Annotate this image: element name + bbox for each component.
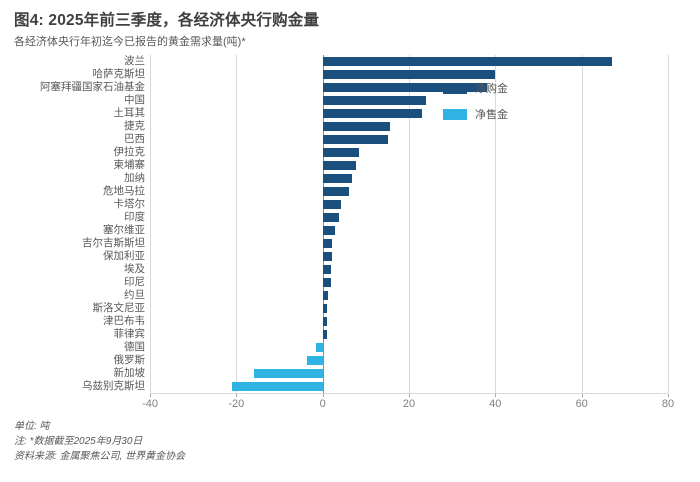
category-label: 柬埔寨 xyxy=(113,159,146,171)
gridline xyxy=(495,55,497,393)
net-purchase-bar xyxy=(322,239,332,248)
category-label: 俄罗斯 xyxy=(113,354,146,366)
chart-subtitle: 各经济体央行年初迄今已报告的黄金需求量(吨)* xyxy=(14,36,246,48)
axis-tick xyxy=(322,394,324,397)
data-note: 注: *数据截至2025年9月30日 xyxy=(14,436,143,447)
net-purchase-bar xyxy=(322,70,496,79)
net-purchase-bar xyxy=(322,109,422,118)
unit-note: 单位: 吨 xyxy=(14,421,50,432)
net-purchase-bar xyxy=(322,96,427,105)
category-label: 保加利亚 xyxy=(103,250,145,262)
net-purchase-bar xyxy=(322,200,342,209)
category-label: 埃及 xyxy=(124,263,145,275)
legend-label: 净购金 xyxy=(475,83,508,95)
category-label: 斯洛文尼亚 xyxy=(92,302,146,314)
x-tick-label: 0 xyxy=(319,398,326,410)
net-purchase-bar xyxy=(322,252,332,261)
x-tick-label: -20 xyxy=(228,398,245,410)
net-purchase-bar xyxy=(322,265,332,274)
legend-swatch xyxy=(443,108,467,120)
category-label: 中国 xyxy=(124,94,145,106)
axis-tick xyxy=(668,394,669,397)
net-purchase-bar xyxy=(322,317,327,326)
plot-area xyxy=(150,55,669,393)
chart-footnotes: 单位: 吨 注: *数据截至2025年9月30日 资料来源: 金属聚焦公司, 世… xyxy=(14,419,185,464)
category-label: 印尼 xyxy=(124,276,145,288)
category-label: 乌兹别克斯坦 xyxy=(82,380,145,392)
net-purchase-bar xyxy=(322,57,612,66)
net-purchase-bar xyxy=(322,187,349,196)
category-label: 危地马拉 xyxy=(103,185,145,197)
category-label: 德国 xyxy=(124,341,145,353)
category-label: 约旦 xyxy=(124,289,145,301)
x-tick-label: -40 xyxy=(142,398,158,410)
net-sale-bar xyxy=(307,356,323,365)
category-label: 巴西 xyxy=(124,133,145,145)
category-label: 津巴布韦 xyxy=(103,315,145,327)
net-purchase-bar xyxy=(322,213,340,222)
category-label: 哈萨克斯坦 xyxy=(92,68,146,80)
net-purchase-bar xyxy=(322,83,487,92)
net-purchase-bar xyxy=(322,330,327,339)
x-tick-label: 40 xyxy=(489,398,502,410)
axis-tick xyxy=(409,394,410,397)
gridline xyxy=(668,55,669,393)
net-sale-bar xyxy=(253,369,323,378)
net-purchase-bar xyxy=(322,135,389,144)
category-label: 波兰 xyxy=(124,55,145,67)
gridline xyxy=(409,55,410,393)
category-label: 印度 xyxy=(124,211,145,223)
category-label: 阿塞拜疆国家石油基金 xyxy=(40,81,145,93)
net-sale-bar xyxy=(316,343,323,352)
category-label: 吉尔吉斯斯坦 xyxy=(82,237,145,249)
net-purchase-bar xyxy=(322,122,390,131)
net-purchase-bar xyxy=(322,148,359,157)
category-labels: 波兰 哈萨克斯坦 阿塞拜疆国家石油基金 中国 土耳其 捷克 巴西 伊拉克 柬埔寨 加纳 危地马拉 卡塔… xyxy=(0,55,145,393)
legend-swatch xyxy=(443,82,467,94)
legend-item: 净购金 xyxy=(443,80,508,96)
category-label: 伊拉克 xyxy=(113,146,146,158)
category-label: 塞尔维亚 xyxy=(103,224,145,236)
net-purchase-bar xyxy=(322,174,352,183)
axis-tick xyxy=(236,394,238,397)
source-note: 资料来源: 金属聚焦公司, 世界黄金协会 xyxy=(14,451,186,462)
gridline xyxy=(236,55,238,393)
gridline xyxy=(150,55,151,393)
net-purchase-bar xyxy=(322,161,357,170)
axis-tick xyxy=(150,394,151,397)
x-tick-label: 20 xyxy=(402,398,416,410)
legend-label: 净售金 xyxy=(475,109,508,121)
category-label: 捷克 xyxy=(124,120,145,132)
category-label: 菲律宾 xyxy=(113,328,146,340)
x-tick-label: 80 xyxy=(661,398,675,410)
chart-title: 图4: 2025年前三季度，各经济体央行购金量 xyxy=(14,12,320,29)
x-tick-label: 60 xyxy=(575,398,588,410)
axis-tick xyxy=(495,394,497,397)
category-label: 新加坡 xyxy=(113,367,146,379)
zero-axis-line xyxy=(322,55,324,393)
legend-item: 净售金 xyxy=(443,106,508,122)
category-label: 土耳其 xyxy=(113,107,146,119)
x-axis: -40 -20 0 20 40 60 80 xyxy=(142,393,674,420)
net-purchase-bar xyxy=(322,226,336,235)
category-label: 卡塔尔 xyxy=(113,198,146,210)
axis-tick xyxy=(581,394,583,397)
gridline xyxy=(581,55,583,393)
legend: 净购金 净售金 xyxy=(443,80,508,132)
net-purchase-bar xyxy=(322,291,328,300)
net-purchase-bar xyxy=(322,304,327,313)
net-purchase-bar xyxy=(322,278,331,287)
net-sale-bar xyxy=(232,382,323,391)
category-label: 加纳 xyxy=(124,172,145,184)
